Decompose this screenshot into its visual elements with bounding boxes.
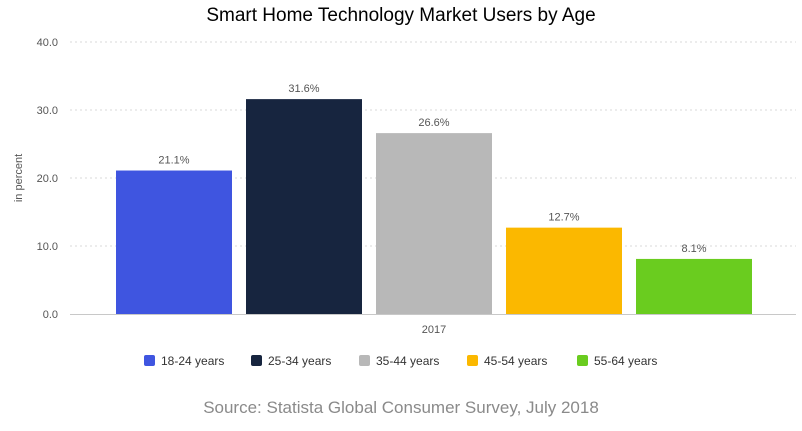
legend-item-45-54-years[interactable]: 45-54 years — [467, 354, 547, 368]
y-tick-label: 40.0 — [37, 37, 58, 49]
bar-data-label: 26.6% — [418, 117, 449, 129]
bar-55-64-years[interactable] — [636, 258, 752, 314]
bar-35-44-years[interactable] — [376, 133, 492, 314]
legend-item-18-24-years[interactable]: 18-24 years — [144, 354, 224, 368]
bar-45-54-years[interactable] — [506, 227, 622, 314]
legend-item-55-64-years[interactable]: 55-64 years — [577, 354, 657, 368]
legend-label: 45-54 years — [484, 354, 547, 368]
legend-label: 55-64 years — [594, 354, 657, 368]
legend-item-35-44-years[interactable]: 35-44 years — [359, 354, 439, 368]
y-axis-title: in percent — [13, 154, 25, 202]
y-tick-label: 20.0 — [37, 173, 58, 185]
legend-swatch — [359, 355, 370, 366]
bar-18-24-years[interactable] — [116, 170, 232, 314]
bar-data-label: 8.1% — [681, 243, 706, 255]
legend-label: 18-24 years — [161, 354, 224, 368]
source-note: Source: Statista Global Consumer Survey,… — [203, 398, 599, 417]
y-tick-label: 10.0 — [37, 241, 58, 253]
legend-swatch — [467, 355, 478, 366]
y-tick-label: 30.0 — [37, 105, 58, 117]
legend-swatch — [577, 355, 588, 366]
bar-25-34-years[interactable] — [246, 99, 362, 315]
legend-label: 25-34 years — [268, 354, 331, 368]
legend-swatch — [251, 355, 262, 366]
y-axis-ticks: 0.0 10.0 20.0 30.0 40.0 — [37, 37, 58, 321]
bar-data-label: 21.1% — [158, 155, 189, 167]
bars: 21.1% 31.6% 26.6% 12.7% 8.1% — [116, 83, 752, 315]
legend-label: 35-44 years — [376, 354, 439, 368]
chart-title: Smart Home Technology Market Users by Ag… — [206, 5, 596, 26]
y-tick-label: 0.0 — [43, 309, 58, 321]
legend: 18-24 years 25-34 years 35-44 years 45-54 y… — [144, 354, 657, 368]
bar-data-label: 12.7% — [548, 212, 579, 224]
legend-swatch — [144, 355, 155, 366]
x-tick-label: 2017 — [422, 324, 446, 336]
x-axis-ticks: 2017 — [422, 324, 446, 336]
legend-item-25-34-years[interactable]: 25-34 years — [251, 354, 331, 368]
bar-data-label: 31.6% — [288, 83, 319, 95]
